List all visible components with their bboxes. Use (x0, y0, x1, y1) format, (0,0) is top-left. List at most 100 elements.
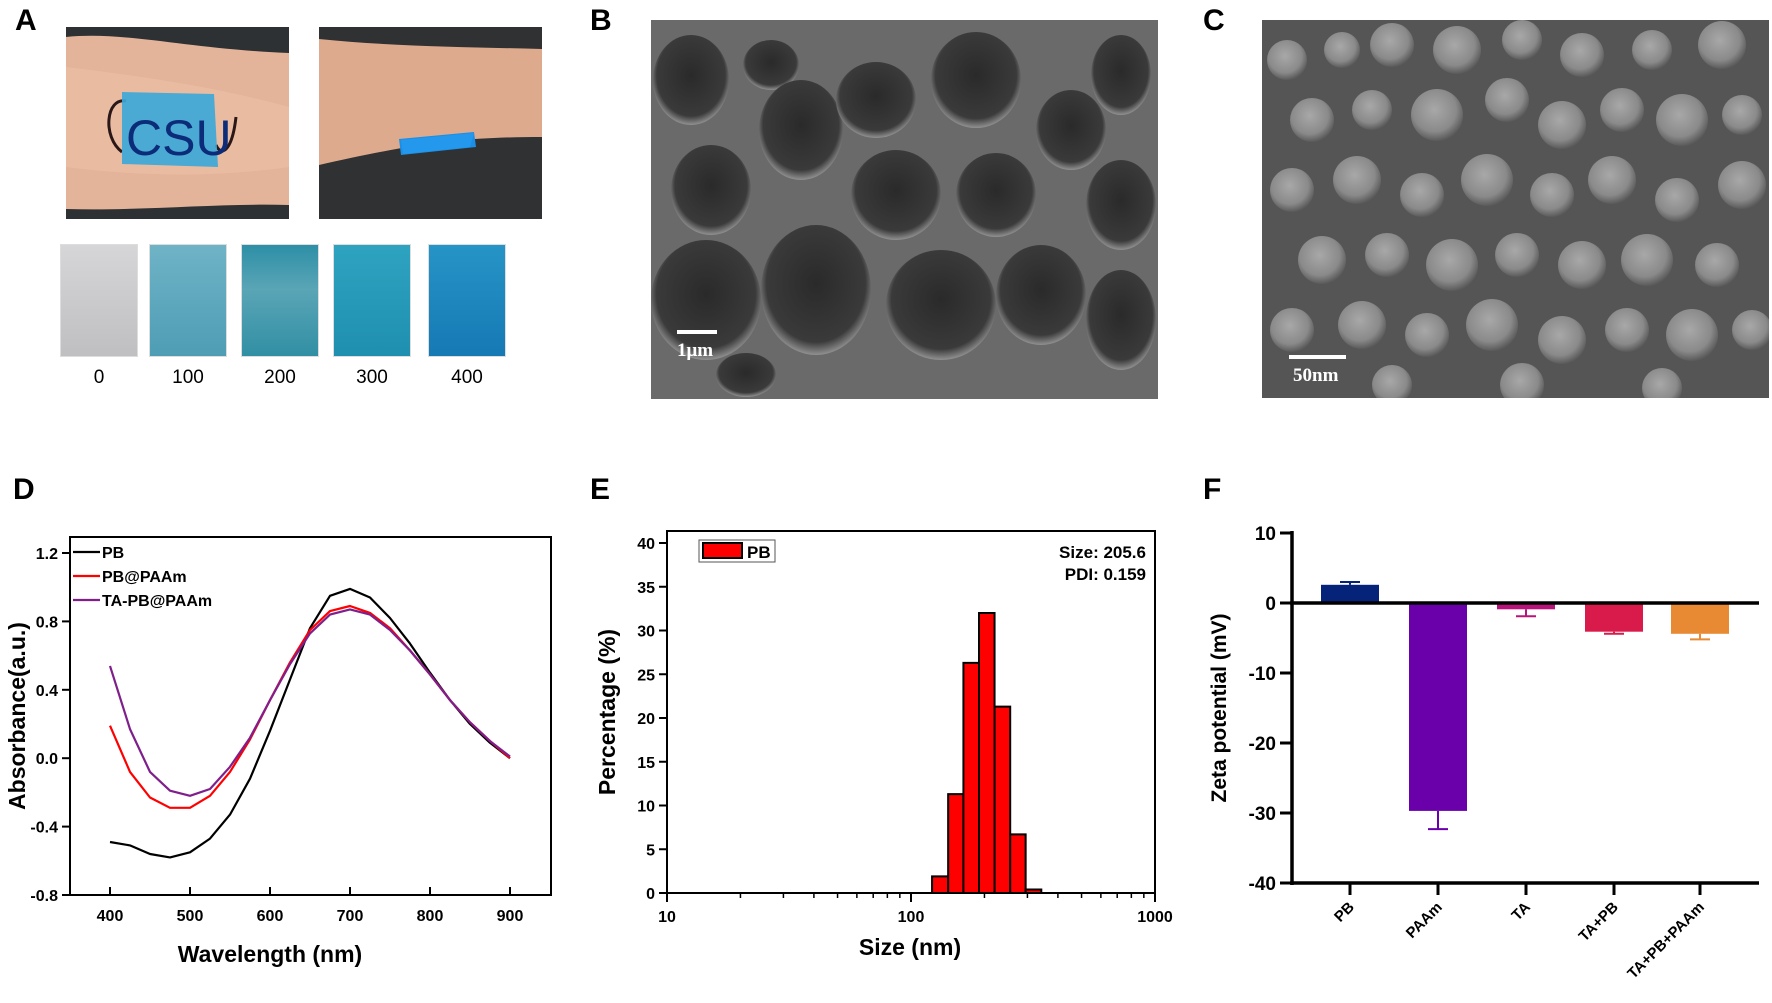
panel-label-d: D (13, 473, 35, 506)
e-bar (1009, 833, 1027, 894)
e-bars (931, 612, 1043, 894)
e-x-ticks: 10 100 1000 (658, 893, 1173, 926)
e-bar (993, 705, 1012, 894)
panel-label-c: C (1203, 4, 1225, 37)
scale-bar-c (1289, 355, 1346, 359)
svg-text:10: 10 (658, 909, 676, 926)
e-annotation-pdi: PDI: 0.159 (1065, 565, 1146, 584)
photo-arm-patch-side (319, 27, 542, 219)
panel-label-b: B (590, 4, 612, 37)
scale-label-c: 50nm (1293, 365, 1339, 386)
svg-text:400: 400 (97, 908, 124, 925)
f-bar (1321, 584, 1379, 603)
svg-text:TA: TA (1508, 899, 1533, 924)
svg-text:PB@PAAm: PB@PAAm (102, 569, 187, 586)
svg-text:PB: PB (102, 545, 124, 562)
e-legend-swatch (702, 542, 743, 559)
swatch-label-0: 0 (93, 367, 105, 388)
svg-text:0.4: 0.4 (36, 683, 58, 700)
f-bar (1497, 603, 1555, 610)
d-x-axis-label: Wavelength (nm) (178, 941, 362, 967)
svg-text:800: 800 (417, 908, 444, 925)
svg-text:40: 40 (637, 536, 655, 553)
e-y-ticks: 0 5 10 15 20 25 30 35 40 (637, 536, 667, 903)
e-bar (978, 612, 996, 894)
svg-text:20: 20 (637, 711, 655, 728)
d-legend: PB PB@PAAm TA-PB@PAAm (73, 545, 212, 610)
f-y-axis-label: Zeta potential (mV) (1208, 613, 1231, 802)
d-y-axis-label: Absorbance(a.u.) (4, 622, 30, 810)
chart-d-absorbance: -0.8-0.40.00.40.81.2 400 500 600 700 800 900 … (4, 536, 552, 967)
photo-arm-patch-top: CSU (66, 27, 289, 219)
svg-text:100: 100 (898, 909, 925, 926)
f-bar (1585, 603, 1643, 632)
nanoparticle-illustration (1262, 20, 1769, 398)
panel-label-e: E (590, 473, 611, 506)
svg-text:-0.8: -0.8 (30, 888, 58, 905)
panel-label-f: F (1203, 473, 1222, 506)
e-bar (947, 793, 965, 894)
f-bar (1409, 603, 1467, 811)
swatch-label-200: 200 (264, 367, 296, 388)
e-bar (931, 875, 950, 894)
svg-text:TA+PB: TA+PB (1576, 899, 1622, 945)
svg-text:25: 25 (637, 667, 655, 684)
svg-text:900: 900 (497, 908, 524, 925)
swatch-0 (60, 244, 138, 357)
e-bar (962, 661, 981, 894)
d-y-ticks: -0.8 -0.4 0.0 0.4 0.8 1.2 (30, 546, 70, 905)
f-y-ticks: -40 -30 -20 -10 0 10 (1249, 524, 1292, 895)
svg-text:1.2: 1.2 (36, 546, 58, 563)
svg-text:CSU: CSU (126, 110, 232, 166)
swatch-300 (333, 244, 411, 357)
f-bar (1671, 603, 1729, 634)
arm-side-illustration (319, 27, 542, 219)
svg-text:TA-PB@PAAm: TA-PB@PAAm (102, 593, 212, 610)
sem-image-nanoparticles: 50nm (1262, 20, 1769, 398)
svg-text:700: 700 (337, 908, 364, 925)
svg-text:10: 10 (1255, 524, 1276, 545)
e-annotation-size: Size: 205.6 (1059, 543, 1146, 562)
swatch-100 (149, 244, 227, 357)
e-x-axis-label: Size (nm) (859, 934, 961, 960)
svg-text:-20: -20 (1249, 734, 1276, 755)
svg-text:15: 15 (637, 755, 655, 772)
svg-text:-40: -40 (1249, 874, 1276, 895)
svg-text:PB: PB (1331, 899, 1358, 926)
svg-text:1000: 1000 (1137, 909, 1173, 926)
svg-text:-30: -30 (1249, 804, 1276, 825)
svg-text:10: 10 (637, 799, 655, 816)
svg-text:-10: -10 (1249, 664, 1276, 685)
svg-text:PAAm: PAAm (1403, 899, 1446, 942)
e-y-axis-label: Percentage (%) (594, 629, 620, 795)
panel-label-a: A (15, 4, 37, 37)
scale-bar-b (677, 330, 717, 334)
swatch-label-400: 400 (451, 367, 483, 388)
svg-text:500: 500 (177, 908, 204, 925)
d-series-1 (108, 604, 511, 809)
svg-text:0: 0 (1265, 594, 1276, 615)
e-legend-label: PB (747, 543, 771, 562)
scale-label-b: 1μm (677, 340, 714, 361)
svg-text:-0.4: -0.4 (30, 820, 58, 837)
d-x-ticks: 400 500 600 700 800 900 (97, 887, 524, 925)
f-x-ticks: PB PAAm TA TA+PB TA+PB+PAAm (1331, 883, 1708, 982)
chart-e-size-distribution: 0 5 10 15 20 25 30 35 40 10 100 1000 PB Size: 205.… (594, 530, 1173, 960)
svg-text:5: 5 (646, 842, 655, 859)
svg-text:30: 30 (637, 624, 655, 641)
svg-text:0.0: 0.0 (36, 751, 58, 768)
swatch-label-300: 300 (356, 367, 388, 388)
svg-text:0.8: 0.8 (36, 614, 58, 631)
svg-text:600: 600 (257, 908, 284, 925)
svg-text:35: 35 (637, 580, 655, 597)
porous-network-illustration (651, 20, 1158, 399)
swatch-label-100: 100 (172, 367, 204, 388)
svg-text:0: 0 (646, 886, 655, 903)
sem-image-porous: 1μm (651, 20, 1158, 399)
swatch-400 (428, 244, 506, 357)
svg-text:TA+PB+PAAm: TA+PB+PAAm (1624, 899, 1708, 983)
arm-patch-illustration: CSU (66, 27, 289, 219)
swatch-200 (241, 244, 319, 357)
d-series-2 (108, 608, 511, 797)
